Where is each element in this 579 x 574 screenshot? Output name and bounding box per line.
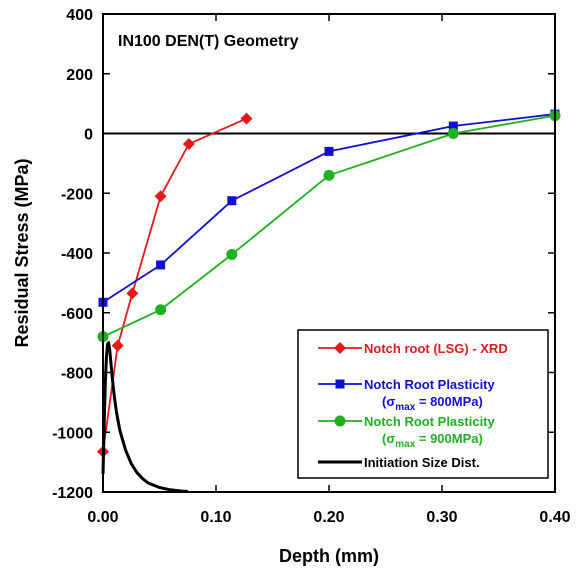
data-point: [447, 128, 459, 139]
series-line: [102, 117, 247, 452]
y-tick-label: -800: [61, 366, 93, 383]
data-point: [240, 112, 253, 125]
y-tick-label: -400: [61, 246, 93, 263]
series-3: [97, 110, 561, 343]
data-point: [448, 121, 458, 131]
legend-swatch-marker: [334, 342, 346, 354]
y-tick-label: -1200: [52, 485, 93, 502]
y-tick-label: -600: [61, 306, 93, 323]
data-point: [323, 169, 335, 181]
x-axis-title: Depth (mm): [279, 546, 379, 566]
y-tick-label: 200: [66, 67, 93, 84]
y-tick-label: -1000: [52, 425, 93, 442]
series-4: [101, 341, 188, 493]
y-axis-title: Residual Stress (MPa): [12, 158, 32, 347]
data-point: [227, 196, 237, 206]
x-tick-label: 0.10: [200, 509, 231, 526]
legend-swatch-marker: [334, 415, 346, 427]
x-tick-label: 0.20: [313, 509, 344, 526]
legend-sublabel: (σmax = 900MPa): [382, 431, 483, 450]
data-point: [182, 137, 195, 150]
data-point: [156, 260, 166, 270]
series-line: [102, 114, 556, 338]
legend-swatch-marker: [335, 379, 345, 389]
legend: Notch root (LSG) - XRD Notch Root Plastic…: [297, 329, 549, 479]
legend-label: Notch Root Plasticity: [364, 377, 496, 392]
data-point: [154, 190, 167, 203]
data-point: [324, 146, 334, 156]
y-tick-label: -200: [61, 186, 93, 203]
chart-annotation: IN100 DEN(T) Geometry: [118, 33, 299, 50]
legend-label: Notch root (LSG) - XRD: [364, 341, 508, 356]
y-tick-label: 0: [84, 127, 93, 144]
y-tick-label: 400: [66, 7, 93, 24]
legend-sublabel: (σmax = 800MPa): [382, 394, 483, 413]
legend-box: [297, 329, 549, 479]
series-line: [102, 113, 556, 304]
legend-entry-4: Initiation Size Dist.: [318, 455, 480, 470]
data-point: [126, 287, 139, 300]
legend-label: Initiation Size Dist.: [364, 455, 480, 470]
x-tick-label: 0.40: [539, 509, 570, 526]
x-tick-label: 0.00: [87, 509, 118, 526]
series-line: [101, 341, 188, 493]
data-point: [226, 248, 238, 260]
data-point: [155, 304, 167, 316]
legend-entry-1: Notch root (LSG) - XRD: [318, 341, 508, 356]
x-tick-label: 0.30: [426, 509, 457, 526]
legend-label: Notch Root Plasticity: [364, 414, 496, 429]
legend-entry-2: Notch Root Plasticity (σmax = 800MPa): [318, 377, 496, 413]
data-point: [111, 339, 124, 352]
legend-entry-3: Notch Root Plasticity (σmax = 900MPa): [318, 414, 496, 450]
